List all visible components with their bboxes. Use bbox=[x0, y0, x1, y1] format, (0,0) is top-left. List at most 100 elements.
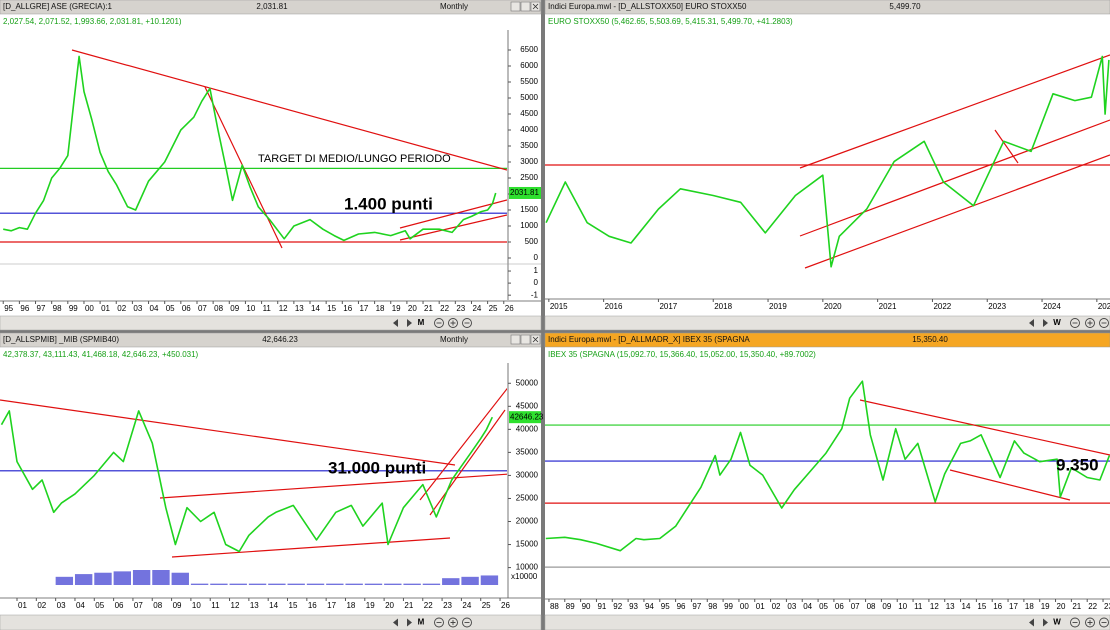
ohlc-info: EURO STOXX50 (5,462.65, 5,503.69, 5,415.… bbox=[548, 17, 793, 26]
x-tick-label: 01 bbox=[18, 601, 27, 610]
price-line bbox=[545, 55, 1110, 268]
volume-bar bbox=[345, 583, 363, 585]
trendline bbox=[949, 469, 1071, 501]
zoom-button[interactable] bbox=[434, 318, 444, 328]
zoom-button[interactable] bbox=[1070, 318, 1080, 328]
zoom-button[interactable] bbox=[448, 617, 458, 628]
x-tick-label: 88 bbox=[550, 602, 559, 611]
x-tick-label: 95 bbox=[661, 602, 670, 611]
x-tick-label: 10 bbox=[246, 304, 255, 313]
zoom-button[interactable] bbox=[434, 617, 444, 628]
period-label: Monthly bbox=[440, 335, 468, 344]
x-tick-label: 04 bbox=[150, 304, 159, 313]
zoom-button[interactable] bbox=[1085, 617, 1095, 628]
toolbar bbox=[0, 614, 542, 630]
x-tick-label: 90 bbox=[582, 602, 591, 611]
x-tick-label: 10 bbox=[898, 602, 907, 611]
x-tick-label: 15 bbox=[289, 601, 298, 610]
volume-bar bbox=[306, 583, 325, 585]
y-tick-label: 5000 bbox=[520, 93, 538, 102]
zoom-button[interactable] bbox=[1099, 617, 1109, 628]
x-tick-label: 20 bbox=[385, 601, 394, 610]
x-tick-label: 98 bbox=[53, 304, 62, 313]
x-tick-label: 17 bbox=[327, 601, 336, 610]
scroll-right[interactable] bbox=[1043, 319, 1048, 327]
y-tick-label: 5500 bbox=[520, 77, 538, 86]
last-price-label: 42646.23 bbox=[510, 412, 544, 421]
period-button[interactable]: W bbox=[1053, 318, 1061, 327]
window-button[interactable] bbox=[520, 1, 531, 12]
window-title: Indici Europa.mwl - [D_ALLSTOXX50] EURO … bbox=[548, 2, 747, 11]
x-tick-label: 94 bbox=[645, 602, 654, 611]
x-tick-label: 11 bbox=[263, 304, 272, 313]
scroll-left[interactable] bbox=[1029, 618, 1034, 627]
window-button[interactable] bbox=[520, 334, 531, 345]
volume-bar bbox=[248, 583, 267, 585]
x-tick-label: 19 bbox=[366, 601, 375, 610]
trendline bbox=[71, 49, 507, 171]
x-tick-label: 2015 bbox=[550, 302, 568, 311]
window-title: [D_ALLSPMIB] _MIB (SPMIB40) bbox=[3, 335, 119, 344]
chart-panel: Indici Europa.mwl - [D_ALLSTOXX50] EURO … bbox=[544, 0, 1110, 331]
zoom-button[interactable] bbox=[1070, 617, 1080, 628]
trendline bbox=[159, 473, 507, 499]
x-tick-label: 13 bbox=[250, 601, 259, 610]
x-tick-label: 21 bbox=[1072, 602, 1081, 611]
plot-area bbox=[545, 54, 1110, 269]
x-tick-label: 19 bbox=[392, 304, 401, 313]
zoom-button[interactable] bbox=[1085, 318, 1095, 328]
x-tick-label: 05 bbox=[166, 304, 175, 313]
period-button[interactable]: M bbox=[418, 618, 425, 627]
zoom-button[interactable] bbox=[448, 318, 458, 328]
zoom-glyph bbox=[450, 620, 456, 625]
y-tick-label: 4500 bbox=[520, 109, 538, 118]
trendline bbox=[799, 54, 1110, 169]
x-tick-label: 15 bbox=[327, 304, 336, 313]
x-tick-label: 26 bbox=[505, 304, 514, 313]
trendline bbox=[859, 399, 1110, 456]
x-tick-label: 23 bbox=[456, 304, 465, 313]
trendline bbox=[0, 399, 456, 466]
scroll-left[interactable] bbox=[393, 618, 398, 627]
x-tick-label: 18 bbox=[346, 601, 355, 610]
x-tick-label: 22 bbox=[424, 601, 433, 610]
window-button[interactable] bbox=[510, 334, 521, 345]
trendline bbox=[799, 119, 1110, 237]
x-tick-label: 20 bbox=[1057, 602, 1066, 611]
zoom-button[interactable] bbox=[1099, 318, 1109, 328]
volume-bar bbox=[132, 570, 151, 585]
scroll-right[interactable] bbox=[407, 618, 412, 627]
scroll-left[interactable] bbox=[1029, 319, 1034, 327]
y-tick-label: 3000 bbox=[520, 157, 538, 166]
x-tick-label: 07 bbox=[134, 601, 143, 610]
chart-panel: [D_ALLSPMIB] _MIB (SPMIB40) 42,646.23 Mont… bbox=[0, 332, 544, 630]
volume-bar bbox=[113, 571, 132, 585]
x-tick-label: 06 bbox=[182, 304, 191, 313]
period-button[interactable]: M bbox=[418, 318, 425, 327]
x-tick-label: 2019 bbox=[769, 302, 787, 311]
x-tick-label: 10 bbox=[192, 601, 201, 610]
x-tick-label: 20 bbox=[408, 304, 417, 313]
x-tick-label: 11 bbox=[914, 602, 923, 611]
x-tick-label: 06 bbox=[835, 602, 844, 611]
price-line bbox=[0, 410, 494, 553]
last-price-marker bbox=[509, 186, 541, 199]
y-tick-label: 1500 bbox=[520, 205, 538, 214]
period-button[interactable]: W bbox=[1053, 618, 1061, 627]
x-tick-label: 99 bbox=[724, 602, 733, 611]
scroll-left[interactable] bbox=[393, 319, 398, 327]
x-tick-label: 11 bbox=[211, 601, 220, 610]
trendline bbox=[419, 387, 507, 501]
scroll-right[interactable] bbox=[407, 319, 412, 327]
window-button[interactable] bbox=[510, 1, 521, 12]
period-label: Monthly bbox=[440, 2, 468, 11]
toolbar bbox=[544, 315, 1110, 331]
x-tick-label: 05 bbox=[819, 602, 828, 611]
volume-bar bbox=[210, 583, 228, 585]
zoom-button[interactable] bbox=[462, 318, 472, 328]
zoom-button[interactable] bbox=[462, 617, 472, 628]
scroll-right[interactable] bbox=[1043, 618, 1048, 627]
ohlc-info: 42,378.37, 43,111.43, 41,468.18, 42,646.… bbox=[3, 350, 199, 359]
x-tick-label: 02 bbox=[772, 602, 781, 611]
